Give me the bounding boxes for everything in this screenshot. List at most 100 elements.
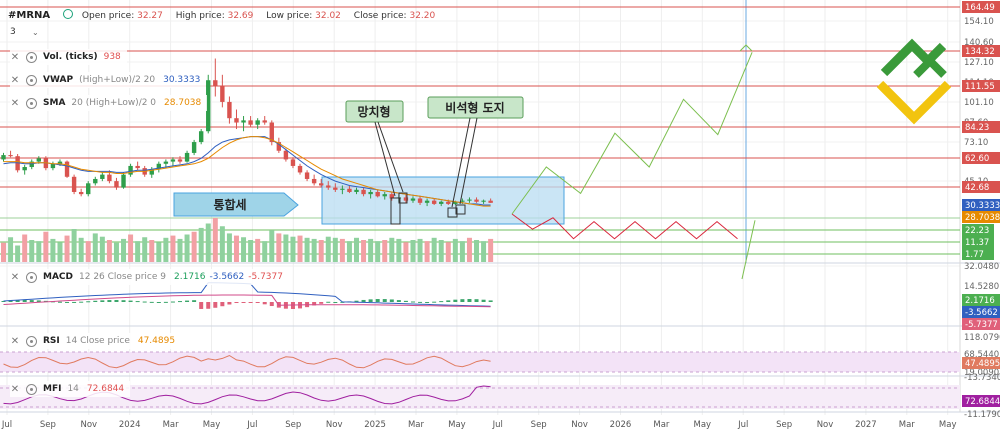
candle-body: [43, 158, 49, 169]
candle-body: [107, 174, 112, 182]
x-tick-label: Sep: [531, 420, 547, 430]
candle-body: [114, 181, 119, 188]
macd-histogram-bar: [389, 299, 394, 302]
indicator-macd[interactable]: ✕ MACD 12 26 Close price 9 2.1716 -3.566…: [10, 269, 289, 285]
volume-bar: [276, 233, 282, 262]
volume-bars: [1, 218, 494, 262]
volume-bar: [438, 240, 444, 262]
x-tick-label: Sep: [776, 420, 792, 430]
price-axis: 154.10140.60127.10114.10101.1087.6073.10…: [962, 1, 1000, 420]
volume-bar: [113, 242, 119, 262]
macd-histogram-bar: [460, 299, 465, 302]
x-tick-label: Mar: [899, 420, 916, 430]
indicator-vwap[interactable]: ✕ VWAP (High+Low)/2 20 30.3333: [10, 72, 207, 88]
x-tick-label: Sep: [40, 420, 56, 430]
macd-histogram-bar: [403, 300, 408, 302]
indicator-rsi[interactable]: ✕ RSI 14 Close price 47.4895: [10, 333, 182, 349]
close-icon[interactable]: ✕: [10, 51, 20, 63]
macd-tag-label: -3.5662: [965, 308, 998, 318]
candle-body: [297, 165, 303, 173]
x-tick-label: May: [694, 420, 712, 430]
indicator-vol-name: Vol. (ticks): [43, 52, 98, 62]
litefinance-logo: [876, 38, 952, 125]
candle-body: [198, 131, 204, 143]
mfi-tag: [962, 395, 1000, 407]
gear-icon[interactable]: [26, 51, 37, 63]
x-tick-label: 2025: [364, 420, 386, 430]
candle-body: [460, 200, 465, 202]
close-icon[interactable]: ✕: [10, 97, 20, 109]
close-icon[interactable]: ✕: [10, 74, 20, 86]
macd-histogram-bar: [333, 301, 338, 303]
indicator-macd-name: MACD: [43, 272, 73, 282]
macd-histogram-bar: [453, 299, 458, 302]
macd-histogram-bar: [149, 301, 154, 303]
indicator-mfi[interactable]: ✕ MFI 14 72.6844: [10, 381, 131, 397]
indicator-vol-value: 938: [103, 52, 121, 62]
gear-icon[interactable]: [26, 97, 37, 109]
volume-bar: [15, 245, 21, 262]
volume-bar: [304, 237, 310, 262]
level-tag-label: 164.49: [965, 3, 995, 13]
rsi-tick-label: 118.0790: [964, 333, 1000, 343]
macd-histogram-bar: [8, 300, 13, 302]
volume-bar: [269, 230, 275, 262]
volume-bar: [22, 234, 28, 262]
macd-tag: [962, 294, 1000, 306]
volume-bar: [459, 241, 465, 262]
candle-body: [431, 200, 437, 204]
gear-icon[interactable]: [26, 335, 37, 347]
gear-icon[interactable]: [26, 271, 37, 283]
indicator-sma-params: 20 (High+Low)/2 0: [71, 98, 157, 108]
macd-histogram-bar: [319, 302, 324, 304]
indicator-vol[interactable]: ✕ Vol. (ticks) 938: [10, 49, 127, 65]
macd-histogram-bar: [481, 299, 486, 302]
volume-bar: [170, 235, 176, 262]
candle-body: [382, 194, 387, 197]
macd-histogram-bar: [178, 301, 182, 303]
indicator-mfi-params: 14: [67, 384, 79, 394]
macd-histogram-bar: [206, 302, 211, 309]
ticker-label: #MRNA: [8, 10, 51, 21]
macd-histogram-bar: [213, 302, 218, 308]
candle-body: [22, 167, 27, 171]
rsi-tick-label: 19.0090: [964, 368, 999, 378]
macd-histogram-bar: [135, 301, 140, 303]
timeframe-select[interactable]: 3 ⌄: [10, 27, 48, 41]
candle-body: [488, 200, 493, 203]
close-label: Close price:: [353, 11, 407, 21]
x-tick-label: Nov: [326, 420, 343, 430]
volume-bar: [219, 226, 225, 262]
volume-bar: [445, 242, 451, 262]
vwap-tag: [962, 199, 1000, 211]
chevron-down-icon: ⌄: [32, 28, 39, 37]
volume-bar: [283, 234, 289, 262]
volume-bar: [99, 236, 105, 262]
level-tag-label: 62.60: [965, 154, 989, 164]
indicator-sma-value: 28.7038: [164, 98, 202, 108]
gear-icon[interactable]: [26, 383, 37, 395]
macd-histogram-bar: [22, 300, 27, 302]
close-icon[interactable]: ✕: [10, 271, 20, 283]
logo-green-inner: [913, 55, 947, 78]
macd-histogram-bar: [86, 301, 91, 303]
clock-icon: [63, 9, 74, 19]
projection-arrow: [739, 44, 753, 52]
x-tick-label: Sep: [285, 420, 301, 430]
indicator-sma[interactable]: ✕ SMA 20 (High+Low)/2 0 28.7038: [10, 95, 208, 111]
volume-bar: [212, 218, 218, 262]
doji-label: 비석형 도지: [445, 100, 504, 115]
volume-bar: [135, 241, 141, 262]
gear-icon[interactable]: [26, 74, 37, 86]
level-tag: [962, 121, 1000, 133]
x-tick-label: Jul: [246, 420, 257, 430]
candle-body: [1, 155, 6, 160]
candle-body: [311, 178, 317, 184]
pennant-callout: [345, 100, 404, 123]
volume-bar: [71, 229, 77, 262]
candle-body: [64, 161, 70, 177]
candle-body: [269, 122, 274, 143]
close-icon[interactable]: ✕: [10, 383, 20, 395]
close-icon[interactable]: ✕: [10, 335, 20, 347]
